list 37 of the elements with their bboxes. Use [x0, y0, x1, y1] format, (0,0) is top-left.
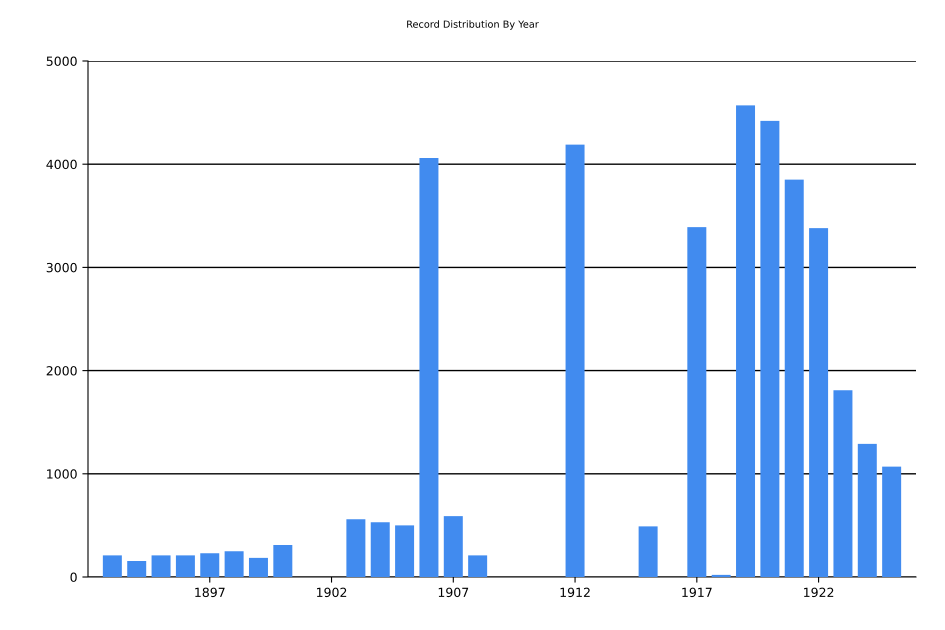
bar	[395, 525, 414, 577]
x-tick-label: 1907	[438, 588, 468, 598]
bar	[419, 158, 438, 577]
bar	[176, 555, 195, 577]
x-tick-label: 1917	[682, 588, 712, 598]
bar	[468, 555, 488, 577]
chart-title: Record Distribution By Year	[407, 20, 539, 30]
y-tick-label: 1000	[47, 469, 77, 479]
bar	[127, 561, 146, 577]
y-tick-label: 2000	[46, 366, 77, 376]
bar	[224, 551, 244, 577]
bar	[102, 555, 122, 577]
bar	[566, 144, 585, 577]
bar	[882, 466, 902, 577]
x-tick-label: 1912	[560, 588, 590, 598]
bar	[784, 180, 804, 577]
bar	[809, 228, 828, 577]
bar	[760, 120, 780, 577]
y-tick-label: 0	[70, 572, 77, 582]
bar	[152, 555, 171, 577]
y-tick-label: 4000	[46, 160, 77, 170]
y-tick-label: 5000	[46, 56, 77, 66]
bar	[736, 105, 756, 577]
bar	[858, 444, 877, 577]
x-tick-label: 1902	[316, 588, 346, 598]
bar	[370, 522, 390, 577]
bar	[638, 526, 658, 577]
bar	[444, 516, 463, 577]
bar	[346, 519, 366, 577]
y-tick-label: 3000	[46, 262, 77, 272]
bar	[833, 390, 852, 577]
bar	[687, 227, 706, 577]
bar	[248, 558, 268, 577]
x-tick-label: 1897	[195, 588, 225, 598]
bar	[200, 553, 220, 577]
bar	[273, 545, 292, 577]
x-tick-label: 1922	[804, 588, 834, 598]
